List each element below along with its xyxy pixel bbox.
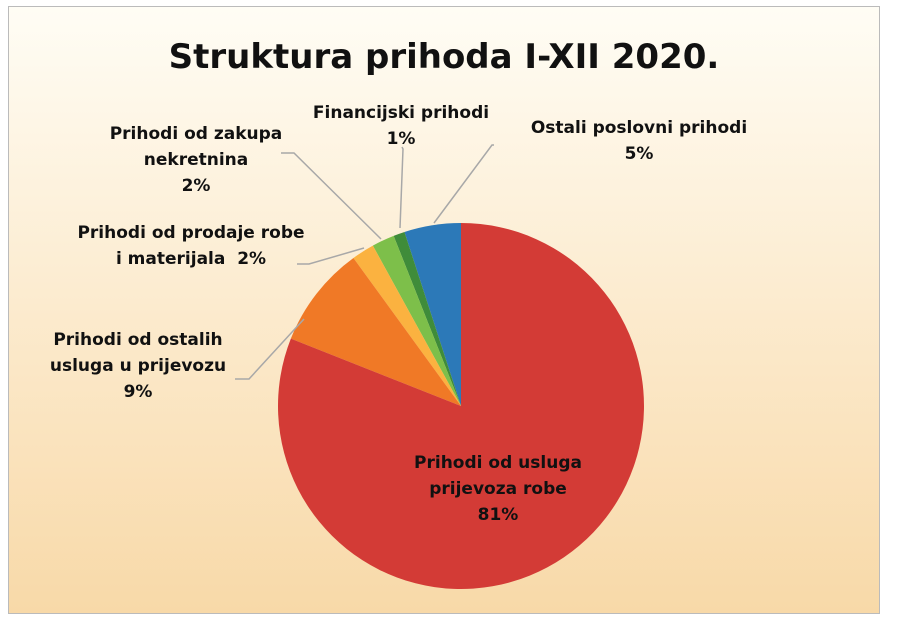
data-label: Prihodi od zakupa nekretnina 2%: [96, 121, 296, 199]
slice-name: Prihodi od zakupa nekretnina: [109, 124, 283, 170]
pie-slice: [393, 231, 461, 406]
data-label: Financijski prihodi 1%: [291, 100, 511, 152]
slice-percent: 1%: [386, 129, 416, 149]
plot: [235, 144, 644, 590]
pie-slice: [277, 223, 644, 590]
slice-percent: 2%: [237, 249, 267, 269]
slice-percent: 2%: [181, 176, 211, 196]
chart: Struktura prihoda I-XII 2020. Prihodi od…: [8, 6, 880, 614]
slice-name: Financijski prihodi: [312, 103, 490, 123]
leader-lines: [235, 144, 494, 380]
pie-slice: [353, 245, 461, 406]
data-label: Ostali poslovni prihodi 5%: [499, 115, 779, 167]
pie-slice: [290, 257, 461, 406]
slice-percent: 5%: [624, 144, 654, 164]
chart-title: Struktura prihoda I-XII 2020.: [168, 37, 720, 77]
data-label: Prihodi od usluga prijevoza robe 81%: [398, 450, 598, 528]
slice-percent: 81%: [477, 505, 519, 525]
slice-percent: 9%: [123, 382, 153, 402]
pie-slice: [404, 223, 461, 406]
pie-slice: [372, 235, 461, 406]
slice-name: Prihodi od ostalih usluga u prijevozu: [49, 330, 227, 376]
slice-name: Prihodi od usluga prijevoza robe: [414, 453, 582, 499]
slice-name: Prihodi od prodaje robe i materijala: [77, 223, 305, 269]
slice-name: Ostali poslovni prihodi: [530, 118, 748, 138]
data-label: Prihodi od prodaje robe i materijala 2%: [76, 220, 306, 272]
data-label: Prihodi od ostalih usluga u prijevozu 9%: [23, 327, 253, 405]
